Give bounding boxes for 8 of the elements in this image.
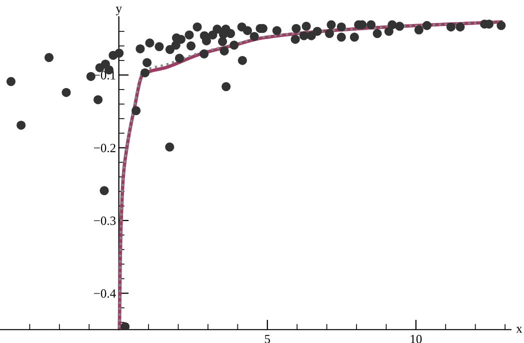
y-axis-title: y (116, 6, 122, 16)
y-tick-label: −0.3 (94, 216, 116, 226)
y-tick-label: −0.1 (94, 71, 116, 80)
y-tick-label: −0.4 (94, 289, 116, 298)
x-tick-label: 10 (410, 334, 422, 343)
x-tick-label: 5 (264, 334, 270, 343)
y-tick-label: −0.2 (94, 144, 116, 152)
x-axis-title: x (516, 326, 522, 333)
